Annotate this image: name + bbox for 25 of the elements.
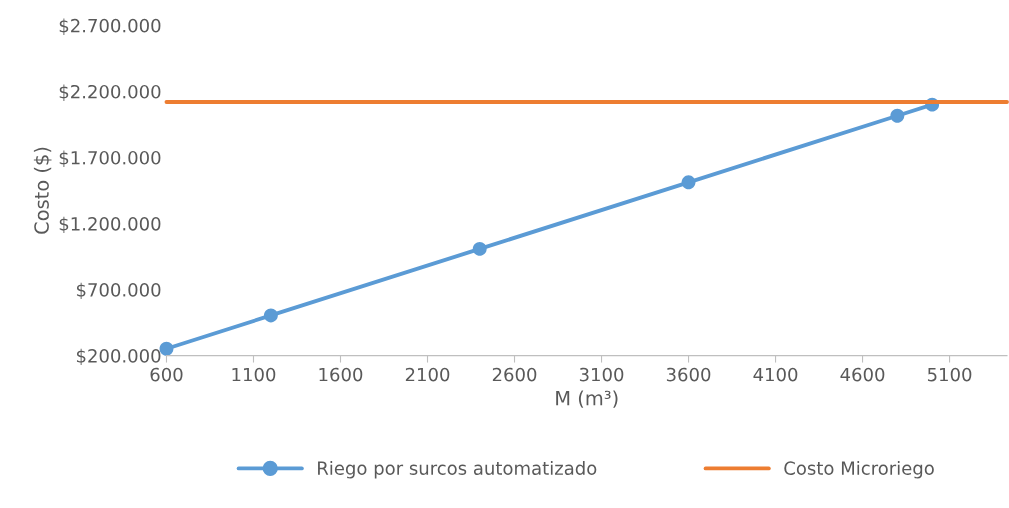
x-tick-label: 4600 xyxy=(840,367,885,382)
x-tick-label: 2600 xyxy=(492,367,537,382)
y-tick-label: $2.200.000 xyxy=(59,84,161,101)
y-tick-label: $700.000 xyxy=(76,282,161,300)
point xyxy=(159,341,174,356)
point xyxy=(472,241,487,256)
x-tick-label: 3100 xyxy=(579,367,624,382)
point xyxy=(681,175,696,190)
x-axis-title: M (m³) xyxy=(556,390,618,408)
legend-label: Riego por surcos automatizado xyxy=(318,461,597,479)
x-tick-label: 4100 xyxy=(753,367,798,382)
point xyxy=(890,108,905,123)
x-tick-label: 5100 xyxy=(927,367,972,382)
y-tick-label: $1.200.000 xyxy=(59,216,161,234)
legend-label: Costo Microriego xyxy=(784,461,934,479)
y-tick-label: $1.700.000 xyxy=(59,150,161,167)
x-tick-label: 2100 xyxy=(405,367,450,382)
point xyxy=(263,308,278,323)
x-tick-label: 3600 xyxy=(666,367,711,382)
y-axis-title: Costo ($) xyxy=(33,147,52,234)
x-tick-label: 1100 xyxy=(232,367,276,382)
x-tick-label: 1600 xyxy=(319,367,363,382)
x-tick-label: 600 xyxy=(150,367,183,382)
y-tick-label: $2.700.000 xyxy=(59,18,161,35)
y-tick-label: $200.000 xyxy=(76,348,161,366)
